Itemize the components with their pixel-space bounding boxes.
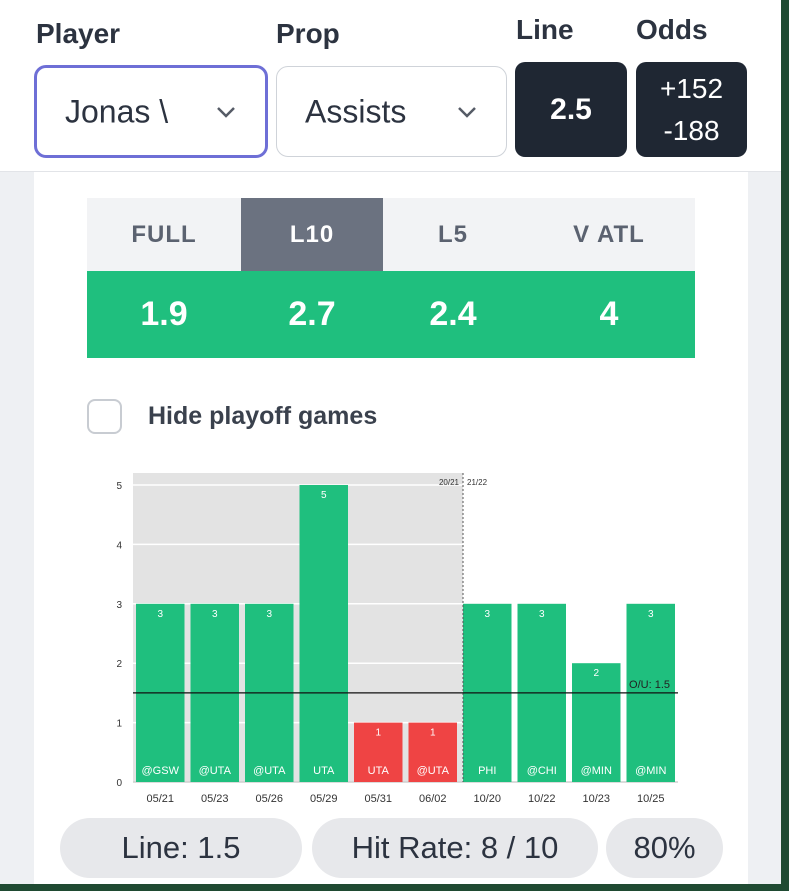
- season-shade: [133, 473, 463, 782]
- player-select[interactable]: Jonas \: [34, 65, 268, 158]
- opponent-label: @GSW: [142, 765, 180, 777]
- player-label: Player: [36, 18, 121, 49]
- game-log-chart: 0 1 2 3 4 5 3 @GSW 05/21 3 @UTA 05/23 3 @UTA 05/26 5 UTA…: [116, 473, 678, 805]
- bar-value-label: 1: [375, 728, 381, 739]
- opponent-label: @MIN: [581, 765, 612, 777]
- bar-value-label: 3: [266, 609, 272, 620]
- y-tick-label: 1: [116, 719, 122, 730]
- ou-line-label: O/U: 1.5: [629, 679, 670, 691]
- season-left-label: 20/21: [439, 478, 460, 487]
- tab-l5[interactable]: L5: [437, 220, 468, 248]
- y-tick-label: 0: [116, 778, 122, 789]
- right-gutter: [748, 172, 781, 884]
- opponent-label: @UTA: [199, 765, 232, 777]
- chevron-down-icon: [458, 106, 476, 118]
- x-tick-label: 05/23: [201, 793, 229, 805]
- x-tick-label: 10/22: [528, 793, 556, 805]
- odds-box[interactable]: +152 -188: [636, 62, 747, 157]
- tab-v-atl[interactable]: V ATL: [573, 220, 645, 248]
- opponent-label: @UTA: [417, 765, 450, 777]
- bar-value-label: 2: [593, 668, 599, 679]
- line-label: Line: [516, 14, 574, 45]
- x-tick-label: 10/23: [582, 793, 610, 805]
- odds-label: Odds: [636, 14, 708, 45]
- value-l10: 2.7: [288, 295, 336, 333]
- x-tick-label: 10/20: [473, 793, 501, 805]
- odds-under: -188: [663, 114, 720, 146]
- hide-playoff-checkbox[interactable]: [87, 399, 122, 434]
- value-full: 1.9: [140, 295, 188, 333]
- y-tick-label: 3: [116, 600, 122, 611]
- hide-playoff-label: Hide playoff games: [148, 402, 378, 430]
- line-box[interactable]: 2.5: [515, 62, 627, 157]
- bar-value-label: 3: [648, 609, 654, 620]
- opponent-label: @CHI: [527, 765, 557, 777]
- x-tick-label: 06/02: [419, 793, 447, 805]
- line-value: 2.5: [550, 92, 592, 126]
- tab-l10[interactable]: L10: [241, 198, 383, 271]
- bar-value-label: 3: [157, 609, 163, 620]
- bar: [572, 663, 621, 782]
- tab-full[interactable]: FULL: [131, 220, 197, 248]
- opponent-label: PHI: [478, 765, 496, 777]
- value-v-atl: 4: [599, 295, 619, 333]
- opponent-label: UTA: [313, 765, 335, 777]
- line-pill: Line: 1.5: [60, 818, 302, 878]
- bar-value-label: 3: [539, 609, 545, 620]
- bar-value-label: 5: [321, 490, 327, 501]
- y-tick-label: 2: [116, 659, 122, 670]
- bar-value-label: 3: [484, 609, 490, 620]
- x-tick-label: 05/31: [364, 793, 392, 805]
- x-tick-label: 05/26: [255, 793, 283, 805]
- x-tick-label: 10/25: [637, 793, 665, 805]
- value-l5: 2.4: [429, 295, 477, 333]
- opponent-label: UTA: [368, 765, 390, 777]
- prop-select[interactable]: Assists: [276, 66, 507, 157]
- opponent-label: @UTA: [253, 765, 286, 777]
- opponent-label: @MIN: [635, 765, 666, 777]
- bar: [408, 722, 457, 782]
- bar-value-label: 3: [212, 609, 218, 620]
- season-right-label: 21/22: [467, 478, 488, 487]
- player-select-value: Jonas \: [65, 93, 169, 129]
- y-tick-label: 4: [116, 540, 122, 551]
- percent-pill: 80%: [606, 818, 723, 878]
- chevron-down-icon: [217, 106, 235, 118]
- odds-over: +152: [659, 72, 724, 104]
- split-values: 1.9 2.7 2.4 4: [87, 271, 695, 358]
- prop-label: Prop: [276, 18, 340, 49]
- bar-value-label: 1: [430, 728, 436, 739]
- x-tick-label: 05/21: [146, 793, 174, 805]
- split-tabs: FULL L10 L5 V ATL: [87, 198, 695, 271]
- left-gutter: [0, 172, 34, 884]
- bar: [354, 722, 403, 782]
- hit-rate-pill: Hit Rate: 8 / 10: [312, 818, 598, 878]
- bar: [299, 485, 348, 782]
- prop-select-value: Assists: [305, 93, 407, 129]
- y-tick-label: 5: [116, 481, 122, 492]
- prop-header: Player Prop Line Odds Jonas \ Assists 2.…: [0, 0, 781, 172]
- x-tick-label: 05/29: [310, 793, 338, 805]
